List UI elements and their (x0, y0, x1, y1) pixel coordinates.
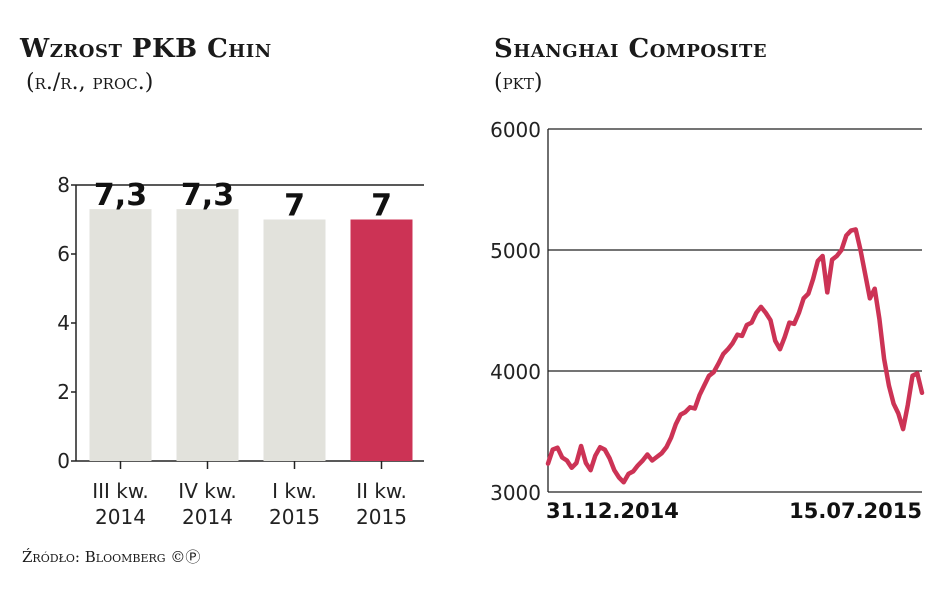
bar-category-label: III kw. (92, 479, 149, 503)
bar (350, 219, 413, 461)
line-x-start-label: 31.12.2014 (546, 499, 679, 523)
line-x-end-label: 15.07.2015 (789, 499, 922, 523)
gdp-chart-title: Wzrost PKB Chin (20, 34, 272, 64)
index-chart-title: Shanghai Composite (494, 34, 768, 64)
bar-value-label: 7 (284, 189, 305, 224)
bar (176, 209, 239, 461)
line-y-tick-label: 5000 (490, 239, 541, 263)
bar-y-tick-label: 4 (57, 311, 70, 335)
line-y-tick-label: 4000 (490, 360, 541, 384)
bar-y-tick-label: 6 (57, 242, 70, 266)
bar-category-label: IV kw. (178, 479, 236, 503)
bar-category-year: 2014 (95, 505, 146, 529)
bar-category-year: 2014 (182, 505, 233, 529)
bar-category-year: 2015 (269, 505, 320, 529)
line-y-tick-label: 6000 (490, 118, 541, 142)
bar-category-label: II kw. (356, 479, 407, 503)
bar-y-tick-label: 0 (57, 449, 70, 473)
bar-value-label: 7,3 (94, 178, 147, 213)
source-note: Źródło: Bloomberg ©Ⓟ (22, 548, 201, 566)
index-chart-subtitle: (pkt) (494, 70, 543, 95)
bar-y-tick-label: 2 (57, 380, 70, 404)
bar-category-label: I kw. (272, 479, 317, 503)
bar-value-label: 7,3 (181, 178, 234, 213)
line-y-tick-label: 3000 (490, 481, 541, 505)
bar (263, 219, 326, 461)
bar (89, 209, 152, 461)
index-series-line (545, 227, 925, 485)
gdp-chart-subtitle: (r./r., proc.) (26, 70, 154, 95)
bar-value-label: 7 (371, 189, 392, 224)
bar-category-year: 2015 (356, 505, 407, 529)
bar-y-tick-label: 8 (57, 173, 70, 197)
